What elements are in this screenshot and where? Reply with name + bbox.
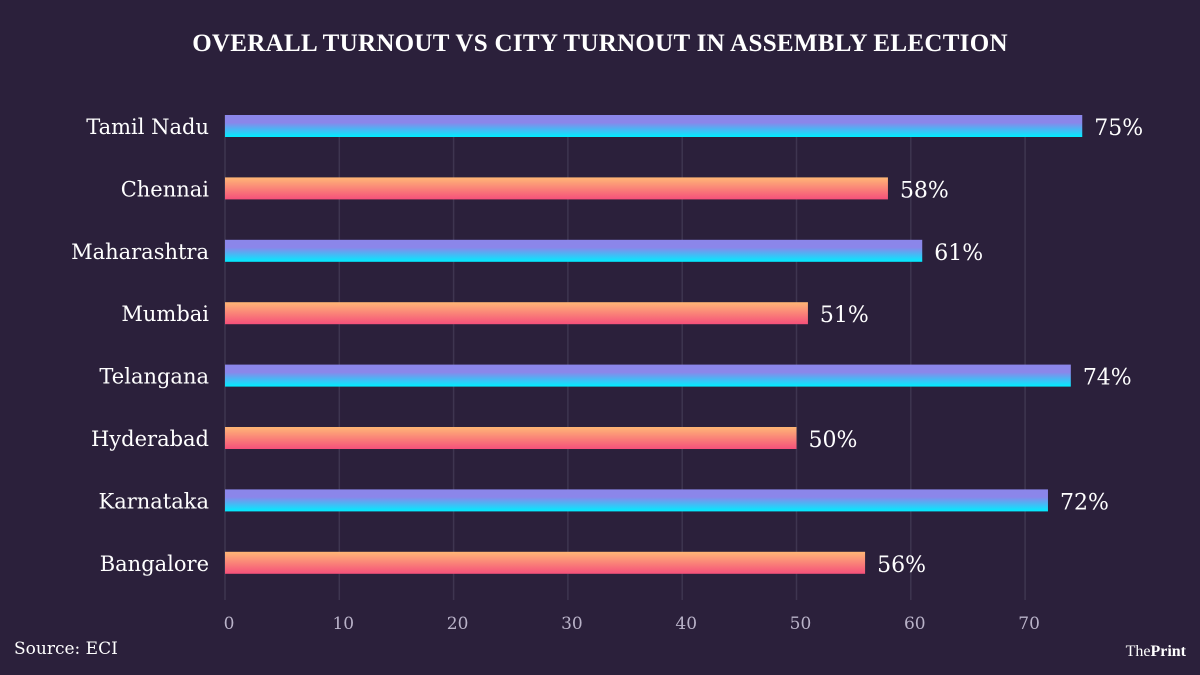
category-label: Telangana	[99, 365, 209, 389]
theprint-logo: ThePrint	[1126, 643, 1186, 661]
value-label: 74%	[1083, 366, 1132, 391]
x-axis-ticks: 0 10 20 30 40 50 60 70	[224, 614, 1040, 634]
x-tick-label: 70	[1018, 614, 1040, 634]
value-label: 51%	[820, 303, 869, 328]
category-label: Maharashtra	[71, 240, 209, 264]
category-labels: Tamil Nadu Chennai Maharashtra Mumbai Telang…	[71, 115, 209, 576]
bar-tamil-nadu	[225, 115, 1083, 137]
bar-telangana	[225, 364, 1071, 387]
category-label: Karnataka	[99, 489, 210, 513]
bar-mumbai	[225, 302, 808, 325]
value-label: 56%	[877, 553, 926, 578]
value-label: 61%	[934, 241, 983, 266]
bar-maharashtra	[225, 239, 923, 262]
value-label: 58%	[900, 178, 949, 203]
category-label: Tamil Nadu	[86, 115, 209, 139]
value-labels: 75% 58% 61% 51% 74% 50% 72% 56%	[809, 116, 1144, 578]
category-label: Bangalore	[100, 552, 209, 576]
x-tick-label: 20	[447, 614, 469, 634]
source-note: Source: ECI	[14, 639, 118, 659]
value-label: 72%	[1060, 490, 1109, 515]
category-label: Mumbai	[121, 302, 209, 326]
category-label: Hyderabad	[91, 427, 209, 451]
bar-hyderabad	[225, 427, 797, 449]
category-label: Chennai	[121, 177, 210, 201]
logo-the: The	[1125, 643, 1151, 660]
bar-karnataka	[225, 489, 1048, 512]
bar-bangalore	[225, 551, 866, 574]
logo-print: Print	[1150, 643, 1186, 660]
bar-chennai	[225, 177, 888, 200]
x-tick-label: 10	[332, 614, 354, 634]
bars	[225, 115, 1083, 574]
chart-title: OVERALL TURNOUT VS CITY TURNOUT IN ASSEM…	[192, 30, 1008, 57]
x-tick-label: 60	[904, 614, 926, 634]
value-label: 75%	[1094, 116, 1143, 141]
x-tick-label: 50	[790, 614, 812, 634]
x-tick-label: 40	[675, 614, 697, 634]
value-label: 50%	[809, 428, 858, 453]
x-tick-label: 30	[561, 614, 583, 634]
x-tick-label: 0	[224, 614, 235, 634]
